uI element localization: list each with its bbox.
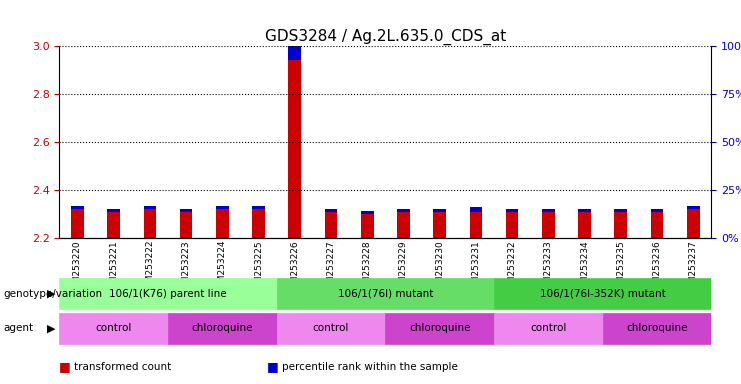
Text: GSM253234: GSM253234 [580,240,589,295]
Bar [578,212,591,238]
FancyBboxPatch shape [602,313,711,344]
Text: percentile rank within the sample: percentile rank within the sample [282,362,457,372]
Text: ■: ■ [267,360,279,373]
Text: GSM253232: GSM253232 [508,240,516,295]
Text: GSM253227: GSM253227 [327,240,336,295]
Bar [687,209,700,238]
FancyBboxPatch shape [385,313,494,344]
Bar [614,209,627,212]
FancyBboxPatch shape [494,278,711,310]
Bar [71,209,84,238]
Text: GSM253222: GSM253222 [145,240,154,295]
Text: GSM253225: GSM253225 [254,240,263,295]
Text: GSM253221: GSM253221 [109,240,118,295]
Bar [578,209,591,212]
Text: GSM253224: GSM253224 [218,240,227,295]
Text: GSM253230: GSM253230 [435,240,444,295]
Bar [288,38,301,61]
FancyBboxPatch shape [59,278,276,310]
Bar [252,209,265,238]
Bar [433,209,446,212]
Title: GDS3284 / Ag.2L.635.0_CDS_at: GDS3284 / Ag.2L.635.0_CDS_at [265,28,506,45]
Text: GSM253220: GSM253220 [73,240,82,295]
Bar [470,212,482,238]
Text: ▶: ▶ [47,323,56,333]
Text: control: control [530,323,567,333]
Text: GSM253223: GSM253223 [182,240,190,295]
Text: chloroquine: chloroquine [626,323,688,333]
Text: 106/1(76I-352K) mutant: 106/1(76I-352K) mutant [539,289,665,299]
Bar [361,214,373,238]
FancyBboxPatch shape [168,313,276,344]
Text: GSM253229: GSM253229 [399,240,408,295]
Bar [687,207,700,209]
Bar [542,212,555,238]
Bar [71,207,84,209]
Bar [107,209,120,212]
FancyBboxPatch shape [59,313,168,344]
Text: GSM253228: GSM253228 [362,240,372,295]
Text: agent: agent [4,323,34,333]
Bar [433,212,446,238]
Bar [144,209,156,238]
Text: transformed count: transformed count [74,362,171,372]
Bar [288,61,301,238]
Text: control: control [96,323,132,333]
FancyBboxPatch shape [494,313,602,344]
Bar [180,209,193,212]
FancyBboxPatch shape [276,313,385,344]
Bar [216,209,229,238]
Bar [107,212,120,238]
Text: genotype/variation: genotype/variation [4,289,103,299]
Text: GSM253226: GSM253226 [290,240,299,295]
Text: chloroquine: chloroquine [192,323,253,333]
Bar [361,212,373,214]
Text: ■: ■ [59,360,71,373]
Bar [325,209,337,212]
Bar [506,212,519,238]
Text: GSM253233: GSM253233 [544,240,553,295]
Bar [325,212,337,238]
Bar [651,212,663,238]
Bar [614,212,627,238]
Text: 106/1(K76) parent line: 106/1(K76) parent line [109,289,227,299]
Bar [397,212,410,238]
Text: 106/1(76I) mutant: 106/1(76I) mutant [338,289,433,299]
FancyBboxPatch shape [276,278,494,310]
Text: control: control [313,323,349,333]
Text: GSM253236: GSM253236 [653,240,662,295]
Bar [216,207,229,209]
Bar [651,209,663,212]
Bar [542,209,555,212]
Text: ▶: ▶ [47,289,56,299]
Bar [506,209,519,212]
Text: GSM253231: GSM253231 [471,240,480,295]
Text: chloroquine: chloroquine [409,323,471,333]
Bar [470,207,482,212]
Text: GSM253235: GSM253235 [617,240,625,295]
Bar [180,212,193,238]
Bar [144,207,156,209]
Bar [252,207,265,209]
Bar [397,209,410,212]
Text: GSM253237: GSM253237 [688,240,698,295]
